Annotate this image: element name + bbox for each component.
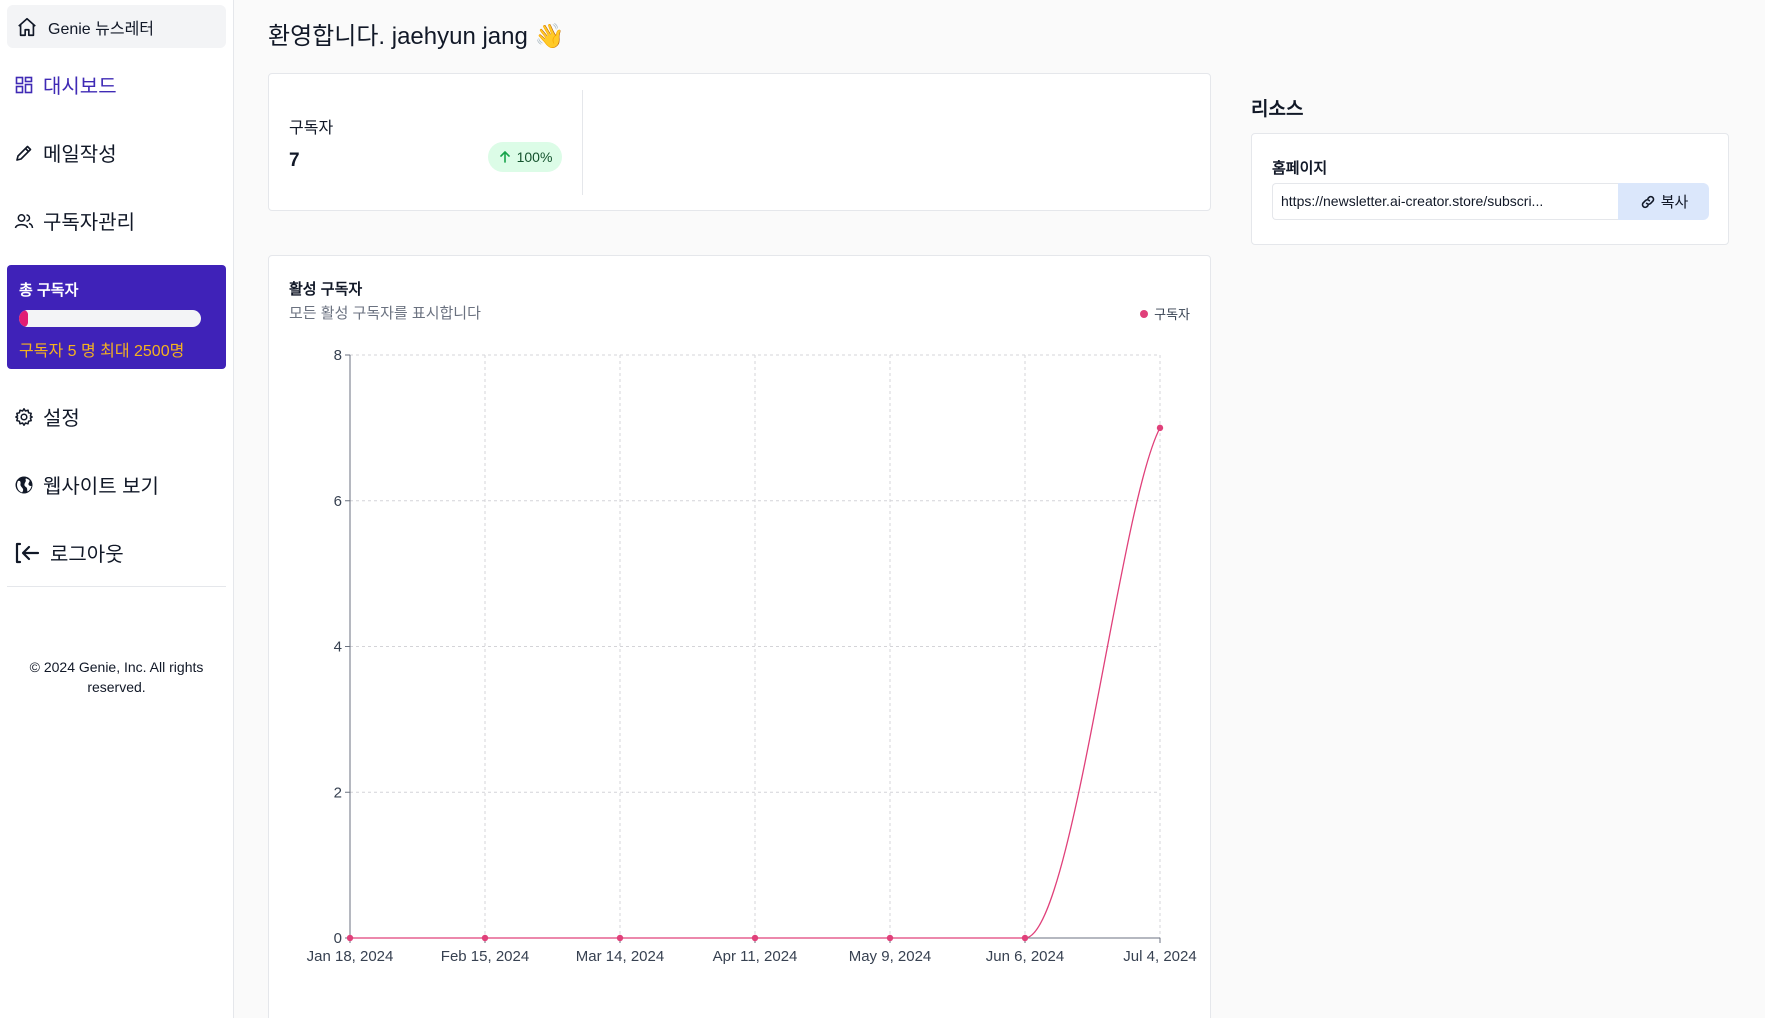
- copy-label: 복사: [1660, 194, 1689, 211]
- chart-title: 활성 구독자: [289, 281, 363, 298]
- homepage-label: 홈페이지: [1272, 160, 1328, 177]
- data-point: [1021, 934, 1029, 942]
- users-icon: [14, 211, 34, 231]
- x-tick-label: Mar 14, 2024: [576, 948, 664, 965]
- logout-icon: [14, 541, 40, 565]
- page-title: 환영합니다. jaehyun jang 👋: [268, 23, 565, 50]
- sidebar: Genie 뉴스레터 대시보드 메일작성 구독자관리 총 구독자 구독자 5 명…: [0, 0, 234, 1018]
- link-icon: [1641, 195, 1654, 208]
- y-tick-label: 2: [334, 784, 342, 801]
- legend-dot: [1140, 309, 1149, 318]
- resources-title: 리소스: [1251, 99, 1304, 120]
- sidebar-item-dashboard[interactable]: 대시보드: [14, 70, 117, 99]
- sidebar-divider: [7, 586, 226, 587]
- globe-icon: [14, 475, 34, 495]
- subscriber-count-text: 구독자 5 명 최대 2500명: [19, 343, 185, 360]
- x-tick-label: Jul 4, 2024: [1123, 948, 1196, 965]
- arrow-up-icon: [499, 151, 510, 163]
- data-point: [1156, 424, 1164, 432]
- sidebar-item-label: 구독자관리: [43, 212, 135, 234]
- chart-subtitle: 모든 활성 구독자를 표시합니다: [289, 305, 481, 322]
- active-subscribers-chart-card: 활성 구독자 모든 활성 구독자를 표시합니다 구독자 0 2 4 6 8 Jan 18,…: [268, 255, 1211, 1018]
- copy-button[interactable]: 복사: [1618, 183, 1709, 220]
- home-icon: [18, 17, 36, 36]
- x-tick-label: Jan 18, 2024: [307, 948, 394, 965]
- x-tick-label: Apr 11, 2024: [713, 948, 798, 965]
- sidebar-item-settings[interactable]: 설정: [14, 402, 80, 431]
- gear-icon: [14, 407, 34, 427]
- pencil-icon: [14, 143, 34, 163]
- subscriber-stat-card: 구독자 7 100%: [268, 73, 1211, 211]
- sidebar-item-website[interactable]: 웹사이트 보기: [14, 470, 159, 499]
- y-tick-label: 0: [334, 930, 342, 947]
- data-point: [481, 934, 489, 942]
- data-point: [886, 934, 894, 942]
- data-point: [346, 934, 354, 942]
- y-tick-label: 8: [334, 347, 342, 364]
- dashboard-icon: [14, 75, 34, 95]
- sidebar-item-label: 대시보드: [43, 76, 117, 98]
- x-tick-label: Jun 6, 2024: [986, 948, 1064, 965]
- y-tick-label: 4: [334, 639, 342, 656]
- sidebar-item-subscribers[interactable]: 구독자관리: [14, 206, 135, 235]
- homepage-url-field[interactable]: https://newsletter.ai-creator.store/subs…: [1272, 183, 1618, 220]
- data-point: [751, 934, 759, 942]
- stat-value: 7: [289, 150, 300, 171]
- home-link[interactable]: Genie 뉴스레터: [7, 5, 226, 48]
- x-tick-label: May 9, 2024: [849, 948, 932, 965]
- change-value: 100%: [516, 149, 553, 165]
- resources-card: 홈페이지 https://newsletter.ai-creator.store…: [1251, 133, 1729, 245]
- copyright-text: © 2024 Genie, Inc. All rights reserved.: [29, 659, 204, 695]
- subscriber-card-title: 총 구독자: [19, 282, 79, 299]
- x-tick-label: Feb 15, 2024: [441, 948, 529, 965]
- chart-legend: 구독자: [1140, 304, 1190, 323]
- sidebar-item-logout[interactable]: 로그아웃: [14, 538, 124, 567]
- home-label: Genie 뉴스레터: [48, 20, 155, 38]
- subscriber-progress-bar: [19, 310, 201, 327]
- subscriber-progress-fill: [19, 310, 28, 327]
- sidebar-item-label: 메일작성: [43, 144, 117, 166]
- y-tick-label: 6: [334, 493, 342, 510]
- active-subscribers-chart: 0 2 4 6 8 Jan 18, 2024 Feb 15, 2024 Mar 14, 202…: [307, 347, 1197, 965]
- stat-label: 구독자: [289, 120, 334, 137]
- sidebar-item-compose[interactable]: 메일작성: [14, 138, 117, 167]
- legend-label: 구독자: [1154, 307, 1190, 322]
- total-subscribers-card: 총 구독자 구독자 5 명 최대 2500명: [7, 265, 226, 369]
- change-badge: 100%: [488, 142, 562, 172]
- sidebar-item-label: 설정: [43, 408, 80, 430]
- sidebar-item-label: 로그아웃: [50, 544, 124, 566]
- data-point: [616, 934, 624, 942]
- stat-divider: [582, 90, 583, 195]
- sidebar-item-label: 웹사이트 보기: [43, 476, 159, 498]
